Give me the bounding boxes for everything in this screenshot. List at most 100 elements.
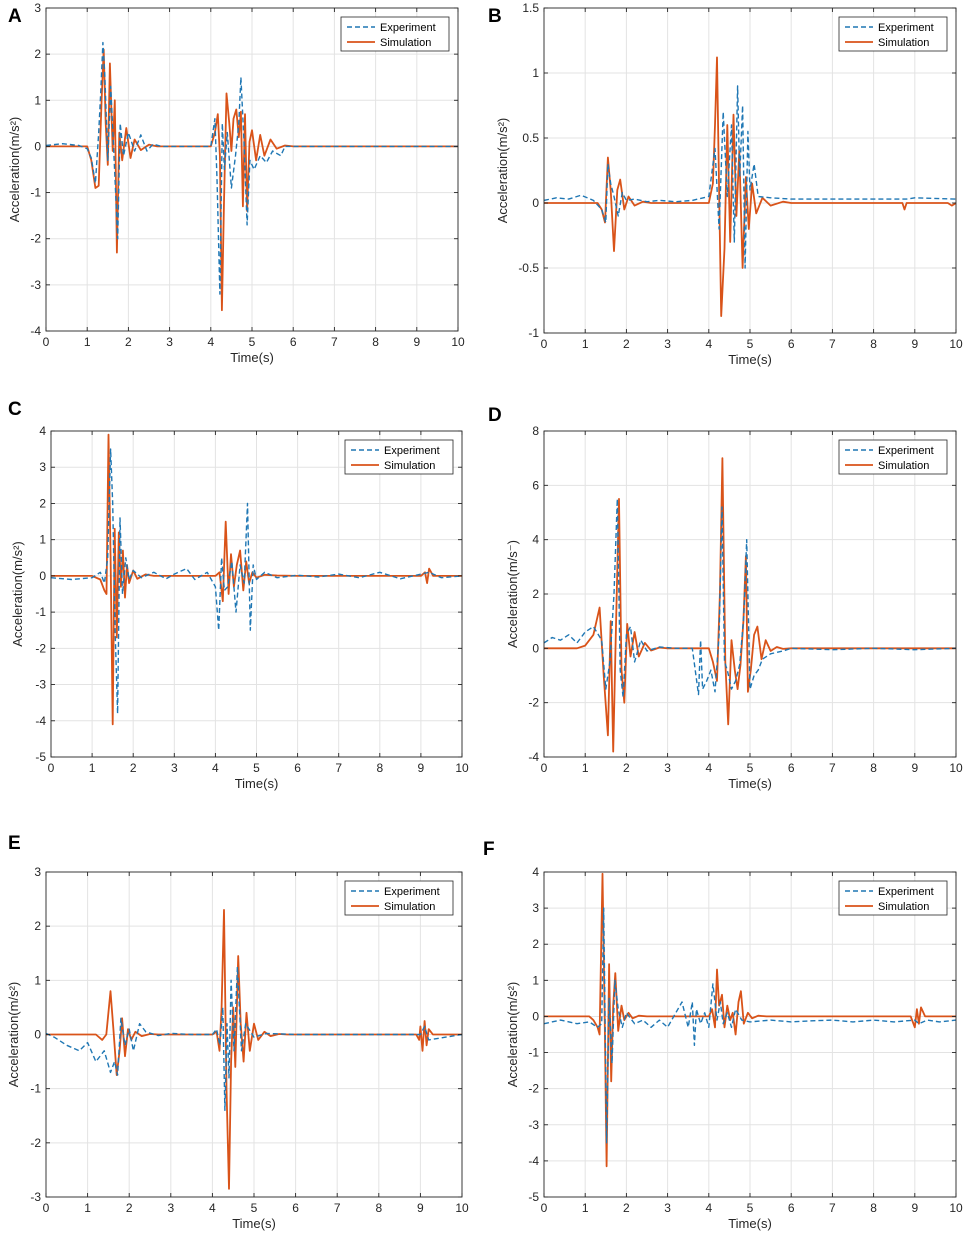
y-tick-label: 3 xyxy=(39,460,46,474)
x-tick-label: 8 xyxy=(870,337,877,351)
y-tick-label: -3 xyxy=(35,678,46,692)
x-tick-label: 9 xyxy=(911,761,918,775)
legend-box xyxy=(838,880,948,916)
legend-label-experiment: Experiment xyxy=(384,445,440,457)
y-axis-title: Acceleration(m/s²) xyxy=(495,118,510,223)
y-axis-title: Acceleration(m/s²) xyxy=(6,982,21,1087)
legend-box xyxy=(838,439,948,475)
x-tick-label: 1 xyxy=(84,335,91,349)
x-tick-label: 9 xyxy=(417,1201,424,1215)
y-tick-label: -1 xyxy=(30,1082,41,1096)
x-tick-label: 6 xyxy=(788,337,795,351)
x-tick-label: 1 xyxy=(84,1201,91,1215)
x-tick-label: 6 xyxy=(290,335,297,349)
legend-box xyxy=(344,439,454,475)
panel-e: E 0 1 2 3 4 5 6 7 8 9 10 -3 -2 -1 0 1 2 3 Time(s) Accelerati… xyxy=(6,833,469,1231)
x-tick-label: 9 xyxy=(911,337,918,351)
x-tick-label: 0 xyxy=(541,337,548,351)
y-tick-label: 0 xyxy=(34,1028,41,1042)
x-tick-label: 7 xyxy=(335,761,342,775)
x-tick-label: 2 xyxy=(126,1201,133,1215)
x-tick-label: 2 xyxy=(623,761,630,775)
y-tick-label: 2 xyxy=(532,937,539,951)
series-line-experiment xyxy=(51,448,462,715)
legend-label-simulation: Simulation xyxy=(384,460,435,472)
x-tick-label: 4 xyxy=(705,761,712,775)
series-line-simulation xyxy=(51,433,462,726)
x-tick-label: 8 xyxy=(376,761,383,775)
panel-letter: D xyxy=(488,405,502,426)
legend-label-experiment: Experiment xyxy=(384,886,440,898)
x-tick-label: 10 xyxy=(949,761,963,775)
x-tick-label: 2 xyxy=(623,1201,630,1215)
y-tick-label: -2 xyxy=(30,1136,41,1150)
x-tick-label: 5 xyxy=(747,1201,754,1215)
x-tick-label: 9 xyxy=(413,335,420,349)
y-tick-label: -4 xyxy=(35,714,46,728)
y-tick-label: -3 xyxy=(30,1190,41,1204)
x-tick-label: 5 xyxy=(747,761,754,775)
x-tick-label: 8 xyxy=(372,335,379,349)
y-tick-label: -2 xyxy=(30,232,41,246)
legend: Experiment Simulation xyxy=(838,16,948,52)
panel-c: C 0 1 2 3 4 5 6 7 8 9 10 -5 -4 -3 -2 -1 0 1 2 3 4 Time(s) Accel… xyxy=(8,399,469,791)
x-tick-label: 6 xyxy=(788,761,795,775)
x-tick-label: 0 xyxy=(43,1201,50,1215)
panel-letter: A xyxy=(8,6,22,27)
legend-box xyxy=(344,880,454,916)
y-tick-label: -1 xyxy=(528,326,539,340)
y-tick-label: 0 xyxy=(34,139,41,153)
x-tick-label: 2 xyxy=(623,337,630,351)
x-axis-title: Time(s) xyxy=(235,776,279,791)
y-tick-label: -5 xyxy=(528,1190,539,1204)
y-tick-label: 2 xyxy=(34,47,41,61)
y-tick-label: 4 xyxy=(532,865,539,879)
x-tick-label: 10 xyxy=(455,1201,469,1215)
x-tick-label: 5 xyxy=(251,1201,258,1215)
x-tick-label: 3 xyxy=(167,1201,174,1215)
x-tick-label: 6 xyxy=(292,1201,299,1215)
series-line-simulation xyxy=(46,48,458,312)
x-tick-label: 10 xyxy=(455,761,469,775)
x-tick-label: 7 xyxy=(829,1201,836,1215)
grid xyxy=(50,430,463,758)
y-tick-label: 2 xyxy=(39,496,46,510)
y-tick-label: -4 xyxy=(528,1154,539,1168)
y-tick-label: 0.5 xyxy=(522,131,539,145)
y-axis-title: Acceleration(m/s²) xyxy=(10,541,25,646)
y-tick-label: 1 xyxy=(34,93,41,107)
x-tick-label: 10 xyxy=(451,335,465,349)
series-line-experiment xyxy=(46,966,462,1111)
legend-label-experiment: Experiment xyxy=(878,22,934,34)
legend-label-experiment: Experiment xyxy=(380,22,436,34)
legend-label-simulation: Simulation xyxy=(878,460,929,472)
y-tick-label: 4 xyxy=(39,424,46,438)
x-axis-title: Time(s) xyxy=(728,352,772,367)
y-tick-label: 3 xyxy=(34,1,41,15)
x-tick-label: 5 xyxy=(249,335,256,349)
y-tick-label: -2 xyxy=(528,696,539,710)
legend-label-simulation: Simulation xyxy=(878,37,929,49)
series-line-experiment xyxy=(544,907,956,1144)
legend-box xyxy=(340,16,450,52)
legend: Experiment Simulation xyxy=(838,439,948,475)
panel-a: A 0 1 2 3 4 5 6 7 8 9 10 -4 -3 -2 -1 0 1 2 3 Time(s) Accelera… xyxy=(7,1,465,365)
y-tick-label: -4 xyxy=(528,750,539,764)
x-tick-label: 3 xyxy=(664,1201,671,1215)
y-axis-title: Acceleration(m/s²) xyxy=(505,982,520,1087)
y-tick-label: -2 xyxy=(35,641,46,655)
x-axis-title: Time(s) xyxy=(232,1216,276,1231)
x-axis-title: Time(s) xyxy=(728,1216,772,1231)
x-tick-label: 4 xyxy=(705,337,712,351)
y-tick-label: -0.5 xyxy=(518,261,539,275)
x-tick-label: 9 xyxy=(418,761,425,775)
y-tick-label: 4 xyxy=(532,533,539,547)
y-tick-label: 0 xyxy=(532,196,539,210)
legend-label-simulation: Simulation xyxy=(380,37,431,49)
y-tick-label: 0 xyxy=(532,641,539,655)
series-line-experiment xyxy=(544,498,956,698)
y-tick-label: -3 xyxy=(30,278,41,292)
x-tick-label: 0 xyxy=(541,761,548,775)
x-tick-label: 10 xyxy=(949,337,963,351)
